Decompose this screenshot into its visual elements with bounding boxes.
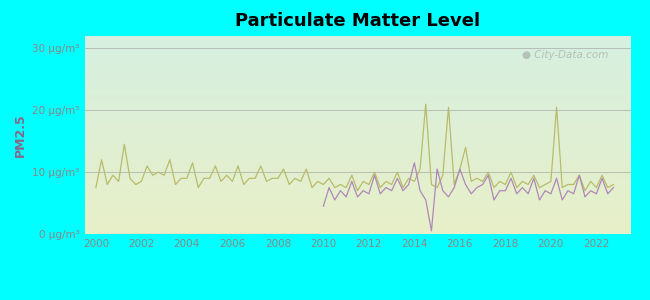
Title: Particulate Matter Level: Particulate Matter Level <box>235 12 480 30</box>
Y-axis label: PM2.5: PM2.5 <box>14 113 27 157</box>
Text: ● City-Data.com: ● City-Data.com <box>523 50 608 60</box>
